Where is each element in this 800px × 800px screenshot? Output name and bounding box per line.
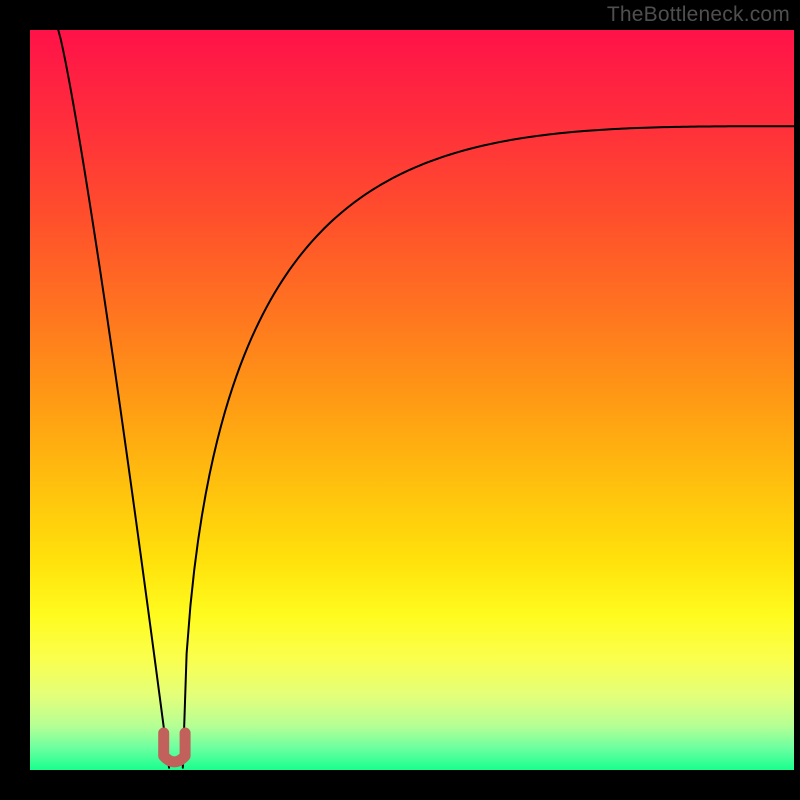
gradient-plot-area (30, 30, 794, 770)
bottleneck-curve-chart (0, 0, 800, 800)
watermark-text: TheBottleneck.com (607, 3, 790, 27)
chart-container: TheBottleneck.com (0, 0, 800, 800)
